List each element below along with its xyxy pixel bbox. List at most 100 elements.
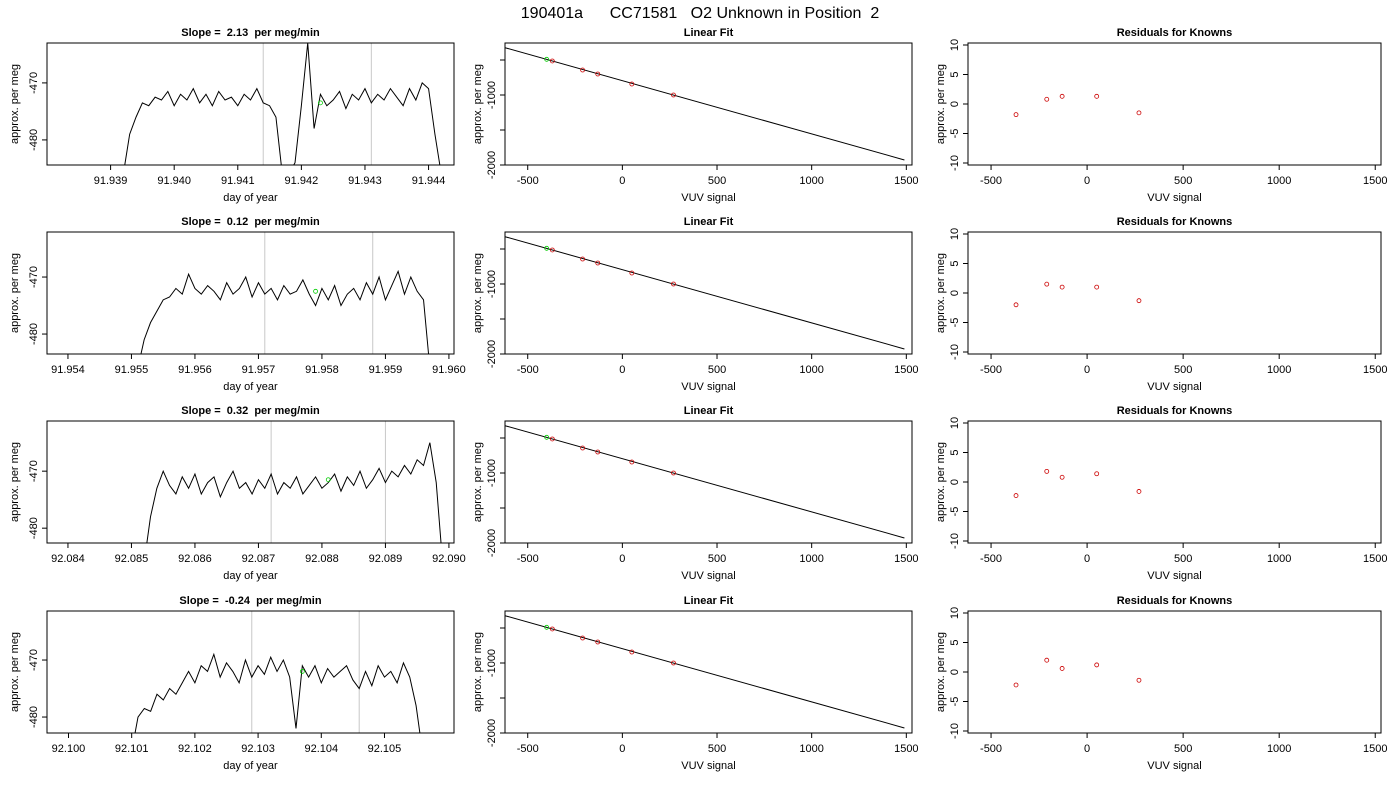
- highlight-point: [325, 477, 331, 483]
- x-tick-label: 92.087: [242, 553, 276, 565]
- x-tick-label: 92.105: [368, 743, 402, 755]
- fit-line: [505, 425, 905, 539]
- x-tick-label: 91.959: [369, 364, 403, 376]
- x-axis-label: day of year: [223, 760, 278, 772]
- data-point: [1094, 284, 1100, 290]
- y-axis-label: approx. per meg: [472, 64, 484, 144]
- data-point: [671, 92, 676, 98]
- highlight-point: [544, 56, 550, 62]
- data-point: [629, 459, 635, 465]
- x-tick-label: 92.102: [178, 743, 212, 755]
- plot-area: [505, 47, 905, 161]
- data-point: [1059, 666, 1065, 671]
- highlight-point: [299, 669, 305, 674]
- time-series-line: [134, 652, 421, 733]
- plot-frame: [504, 610, 913, 734]
- plot-area: [140, 232, 430, 354]
- data-point: [1094, 471, 1100, 477]
- x-tick-label: 1500: [894, 553, 918, 565]
- panel-title: Residuals for Knowns: [1117, 595, 1233, 607]
- plot-frame: [46, 42, 455, 166]
- x-tick-label: 1000: [1267, 553, 1291, 565]
- panel: Slope = 0.32 per meg/min day of year appro…: [9, 405, 466, 582]
- plot-area: [124, 43, 441, 165]
- y-tick-label: -10: [949, 723, 961, 739]
- y-axis-label: approx. per meg: [935, 442, 947, 522]
- x-axis-label: VUV signal: [681, 760, 735, 772]
- y-tick-label: 5: [949, 449, 961, 455]
- panel: Slope = -0.24 per meg/min day of year appr…: [9, 595, 455, 772]
- y-tick-label: -5: [949, 318, 961, 328]
- plot-frame: [46, 610, 455, 734]
- data-point: [1059, 474, 1065, 480]
- plot-frame: [967, 42, 1382, 166]
- y-axis-label: approx. per meg: [9, 632, 21, 712]
- plot-frame: [504, 420, 913, 544]
- y-tick-label: -480: [28, 129, 40, 151]
- data-point: [549, 626, 555, 632]
- x-tick-label: 0: [619, 175, 625, 187]
- x-tick-label: 92.089: [369, 553, 403, 565]
- x-tick-label: 92.104: [304, 743, 338, 755]
- data-point: [671, 660, 676, 666]
- data-point: [549, 247, 555, 253]
- panel-title: Residuals for Knowns: [1117, 405, 1233, 417]
- x-tick-label: 500: [1174, 553, 1192, 565]
- data-point: [580, 635, 586, 641]
- x-tick-label: 500: [708, 175, 726, 187]
- data-point: [1013, 302, 1019, 308]
- y-axis-label: approx. per meg: [472, 442, 484, 522]
- data-point: [595, 260, 601, 266]
- y-tick-label: -2000: [486, 529, 498, 557]
- x-axis-label: VUV signal: [1147, 570, 1201, 582]
- plot-area: [1013, 93, 1142, 118]
- y-tick-label: 5: [949, 71, 961, 77]
- data-point: [549, 436, 555, 442]
- plot-area: [134, 611, 421, 733]
- x-tick-label: -500: [980, 553, 1002, 565]
- x-tick-label: 91.944: [412, 175, 446, 187]
- y-tick-label: -2000: [486, 340, 498, 368]
- y-tick-label: -480: [28, 706, 40, 728]
- highlight-point: [313, 288, 318, 294]
- plot-frame: [967, 420, 1382, 544]
- data-point: [1094, 93, 1100, 99]
- x-tick-label: 1500: [894, 743, 918, 755]
- data-point: [1136, 677, 1142, 683]
- x-tick-label: 1000: [799, 553, 823, 565]
- panel: Residuals for Knowns VUV signal approx. pe…: [935, 595, 1387, 772]
- panel-title: Slope = -0.24 per meg/min: [179, 595, 321, 607]
- plot-area: [505, 425, 905, 539]
- y-tick-label: 10: [949, 417, 961, 429]
- highlight-point: [544, 245, 550, 251]
- y-axis-label: approx. per meg: [935, 632, 947, 712]
- data-point: [1136, 298, 1142, 304]
- plot-frame: [967, 231, 1382, 355]
- y-axis-label: approx. per meg: [935, 64, 947, 144]
- x-tick-label: 0: [1084, 175, 1090, 187]
- panel-title: Residuals for Knowns: [1117, 216, 1233, 228]
- y-tick-label: -5: [949, 129, 961, 139]
- highlight-point: [544, 624, 550, 630]
- time-series-line: [146, 442, 442, 543]
- y-tick-label: -1000: [486, 459, 498, 487]
- data-point: [580, 445, 586, 451]
- x-axis-label: VUV signal: [1147, 760, 1201, 772]
- panel-title: Slope = 0.12 per meg/min: [181, 216, 320, 228]
- x-tick-label: 91.940: [157, 175, 191, 187]
- data-point: [595, 71, 601, 77]
- y-tick-label: -470: [28, 460, 40, 482]
- y-axis-label: approx. per meg: [472, 253, 484, 333]
- x-tick-label: 91.957: [242, 364, 276, 376]
- x-tick-label: 1500: [1363, 553, 1387, 565]
- y-tick-label: -10: [949, 155, 961, 171]
- y-tick-label: -480: [28, 323, 40, 345]
- x-tick-label: 0: [1084, 553, 1090, 565]
- y-tick-label: -470: [28, 649, 40, 671]
- x-tick-label: 92.088: [305, 553, 339, 565]
- x-tick-label: 1500: [1363, 364, 1387, 376]
- data-point: [1136, 489, 1142, 494]
- x-tick-label: 0: [1084, 743, 1090, 755]
- panel: Slope = 0.12 per meg/min day of year appro…: [9, 216, 466, 393]
- plot-area: [1013, 281, 1142, 308]
